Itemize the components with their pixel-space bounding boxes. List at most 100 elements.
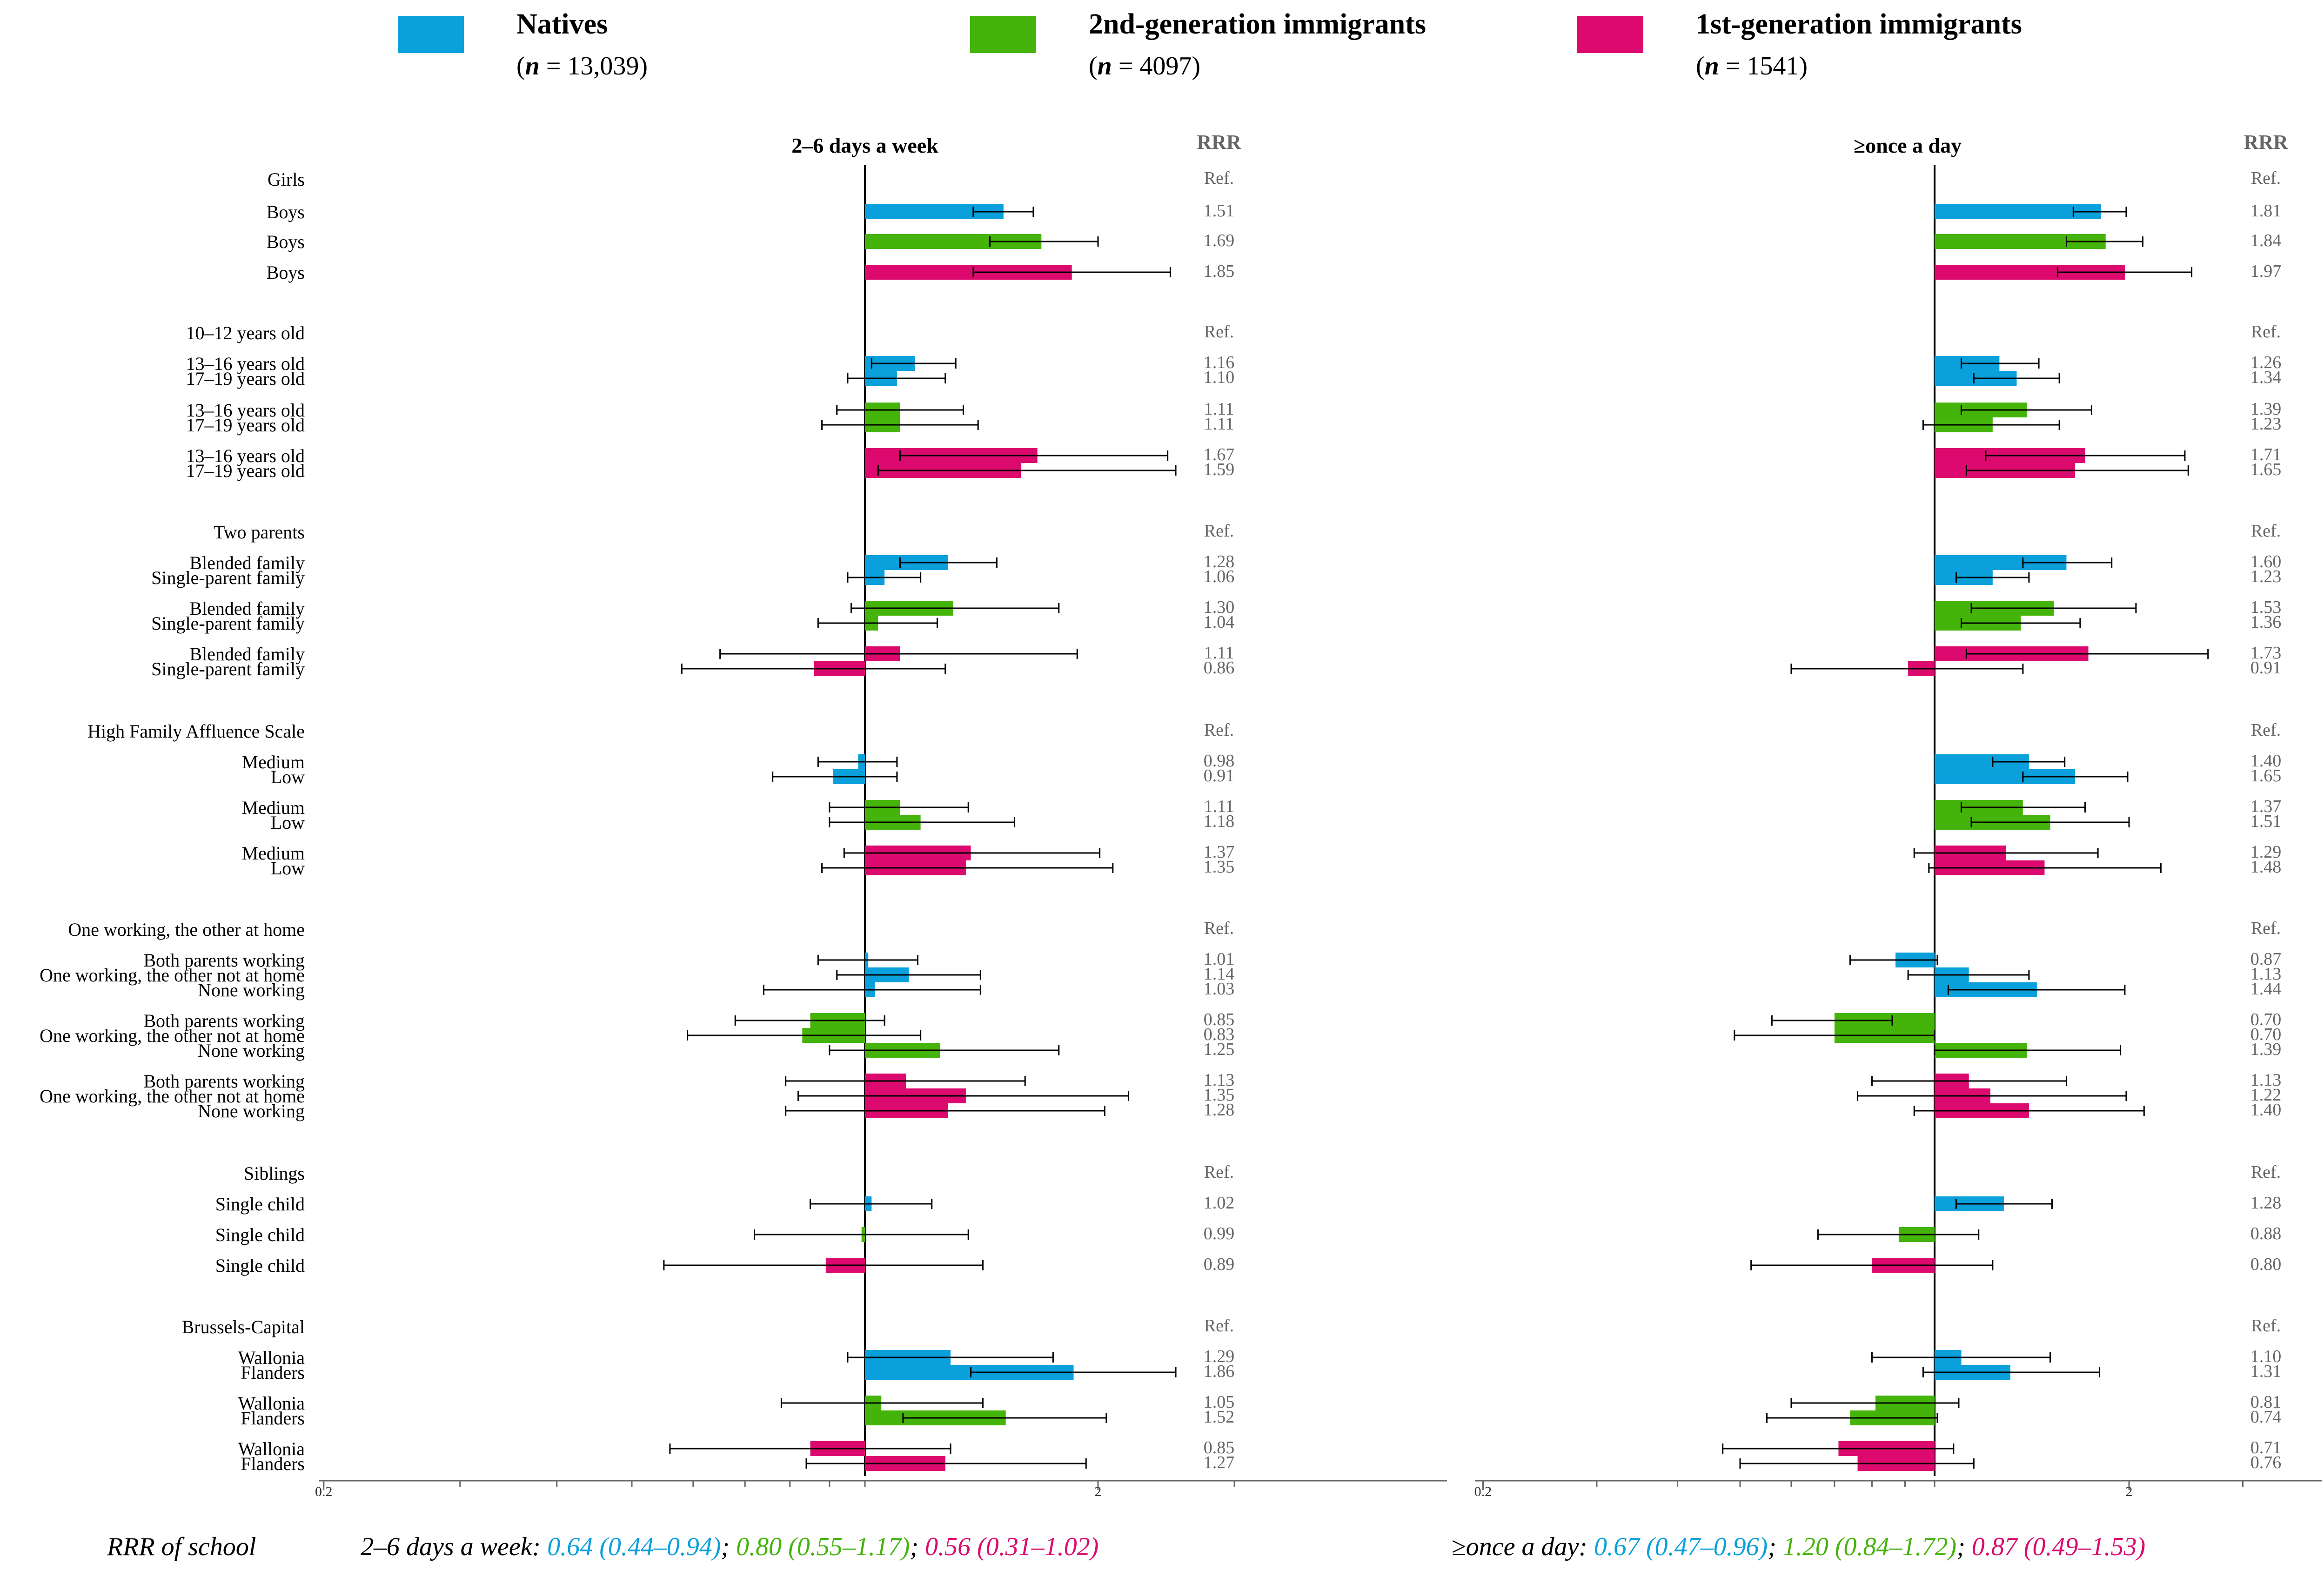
rrr-value: 0.85 (1204, 1438, 1235, 1457)
row-label: Blended family (189, 552, 305, 573)
row-first: Single-parent family 0.86 (151, 658, 1234, 679)
x-axis: 0.2 2 (315, 1480, 1447, 1499)
row-first: Flanders 1.27 (241, 1453, 1234, 1474)
row-label: Low (271, 766, 305, 787)
legend-n: (n = 1541) (1696, 52, 1808, 81)
row-second: 1.37 (1935, 797, 2281, 816)
rrr-value: 0.70 (2250, 1025, 2282, 1044)
row-natives: Flanders 1.86 (241, 1362, 1234, 1383)
row-first: 17–19 years old 1.59 (186, 460, 1234, 481)
row-label: Wallonia (238, 1347, 305, 1368)
row-label: Wallonia (238, 1393, 305, 1414)
rrr-value: 0.81 (2250, 1392, 2282, 1412)
rrr-value: 1.25 (1204, 1040, 1235, 1059)
rrr-value: 1.69 (1204, 231, 1235, 250)
row-label: Two parents (214, 522, 305, 543)
row-first: 0.91 (1790, 658, 2281, 678)
row-first: 1.97 (1935, 262, 2281, 281)
rrr-value: 1.60 (2250, 552, 2282, 571)
row-ref: Ref. (2251, 1316, 2281, 1336)
row-first: 1.40 (1913, 1100, 2282, 1120)
row-second: Flanders 1.52 (241, 1407, 1234, 1429)
legend-n: (n = 4097) (1089, 52, 1200, 81)
rrr-value: Ref. (2251, 521, 2281, 541)
rrr-value: 1.39 (2250, 1040, 2282, 1059)
row-natives: 0.87 (1849, 949, 2281, 969)
rrr-value: 0.76 (2250, 1453, 2282, 1472)
row-second: Single child 0.99 (215, 1224, 1234, 1245)
row-ref: Ref. (2251, 919, 2281, 938)
rrr-value: 1.23 (2250, 567, 2282, 586)
row-label: Medium (241, 752, 305, 772)
rrr-value: 0.83 (1204, 1025, 1235, 1044)
rrr-value: 1.02 (1204, 1193, 1235, 1213)
rrr-value: 1.11 (1204, 797, 1234, 816)
row-first: 1.65 (1935, 460, 2281, 479)
legend-swatch (970, 16, 1036, 53)
row-label: Blended family (189, 598, 305, 619)
row-label: Single-parent family (151, 658, 305, 679)
row-natives: 1.81 (1935, 201, 2281, 221)
row-label: Low (271, 858, 305, 879)
row-first: Single child 0.89 (215, 1255, 1234, 1276)
rrr-value: Ref. (2251, 168, 2281, 188)
footer-left: 2–6 days a week: 0.64 (0.44–0.94); 0.80 … (361, 1532, 1098, 1561)
row-second: Single-parent family 1.04 (151, 612, 1234, 634)
rrr-header: RRR (2244, 131, 2289, 154)
row-label: Boys (267, 231, 305, 252)
row-first: One working, the other not at home 1.35 (40, 1085, 1234, 1107)
x-axis: 0.2 2 (1474, 1480, 2322, 1499)
rrr-value: 0.91 (1204, 766, 1235, 786)
rrr-value: 1.26 (2250, 353, 2282, 372)
rrr-value: 1.40 (2250, 1100, 2282, 1120)
row-label: None working (198, 1040, 305, 1061)
row-label: Flanders (241, 1453, 305, 1474)
rrr-value: 1.28 (1204, 1100, 1235, 1120)
row-first: Both parents working 1.13 (143, 1070, 1234, 1092)
rrr-value: Ref. (2251, 322, 2281, 342)
rrr-value: 0.74 (2250, 1407, 2282, 1427)
rrr-value: 1.65 (2250, 460, 2282, 479)
row-label: One working, the other at home (68, 919, 305, 940)
rrr-value: Ref. (1204, 521, 1234, 541)
row-natives: Wallonia 1.29 (238, 1347, 1235, 1368)
panel-title: ≥once a day (1854, 134, 1962, 157)
rrr-value: 1.39 (2250, 399, 2282, 419)
rrr-value: 1.86 (1204, 1362, 1235, 1381)
row-natives: 1.31 (1922, 1362, 2281, 1381)
row-second: 1.51 (1935, 812, 2281, 831)
rrr-value: 0.89 (1204, 1255, 1235, 1274)
rrr-value: 1.10 (1204, 368, 1235, 387)
row-label: Boys (267, 262, 305, 283)
rrr-value: Ref. (1204, 1162, 1234, 1182)
rrr-value: 1.81 (2250, 201, 2282, 221)
row-second: 17–19 years old 1.11 (186, 414, 1234, 436)
legend-n: (n = 13,039) (516, 52, 648, 81)
row-label: 13–16 years old (186, 445, 305, 466)
rrr-value: 0.99 (1204, 1224, 1235, 1243)
row-first: 13–16 years old 1.67 (186, 445, 1234, 466)
rrr-value: Ref. (2251, 720, 2281, 740)
row-first: 1.22 (1857, 1085, 2281, 1105)
rrr-value: 1.37 (2250, 797, 2282, 816)
row-label: Blended family (189, 644, 305, 665)
rrr-value: 1.44 (2250, 979, 2282, 999)
rrr-value: 1.34 (2250, 368, 2282, 387)
rrr-value: 1.51 (1204, 201, 1235, 221)
row-second: Wallonia 1.05 (238, 1392, 1235, 1414)
rrr-value: Ref. (1204, 720, 1234, 740)
row-ref: Ref. (2251, 168, 2281, 188)
rrr-value: 1.03 (1204, 979, 1235, 999)
row-label: Flanders (241, 1362, 305, 1383)
rrr-value: Ref. (2251, 1162, 2281, 1182)
row-label: Both parents working (143, 1071, 305, 1092)
row-label: Single child (215, 1224, 305, 1245)
rrr-value: 1.01 (1204, 949, 1235, 969)
rrr-value: 1.53 (2250, 598, 2282, 617)
row-ref: Ref. (2251, 1162, 2281, 1182)
legend-label: 1st-generation immigrants (1696, 8, 2022, 40)
row-natives: Boys 1.51 (267, 201, 1235, 222)
rrr-value: 1.65 (2250, 766, 2282, 786)
row-label: Medium (241, 843, 305, 864)
row-natives: Low 0.91 (271, 766, 1235, 787)
